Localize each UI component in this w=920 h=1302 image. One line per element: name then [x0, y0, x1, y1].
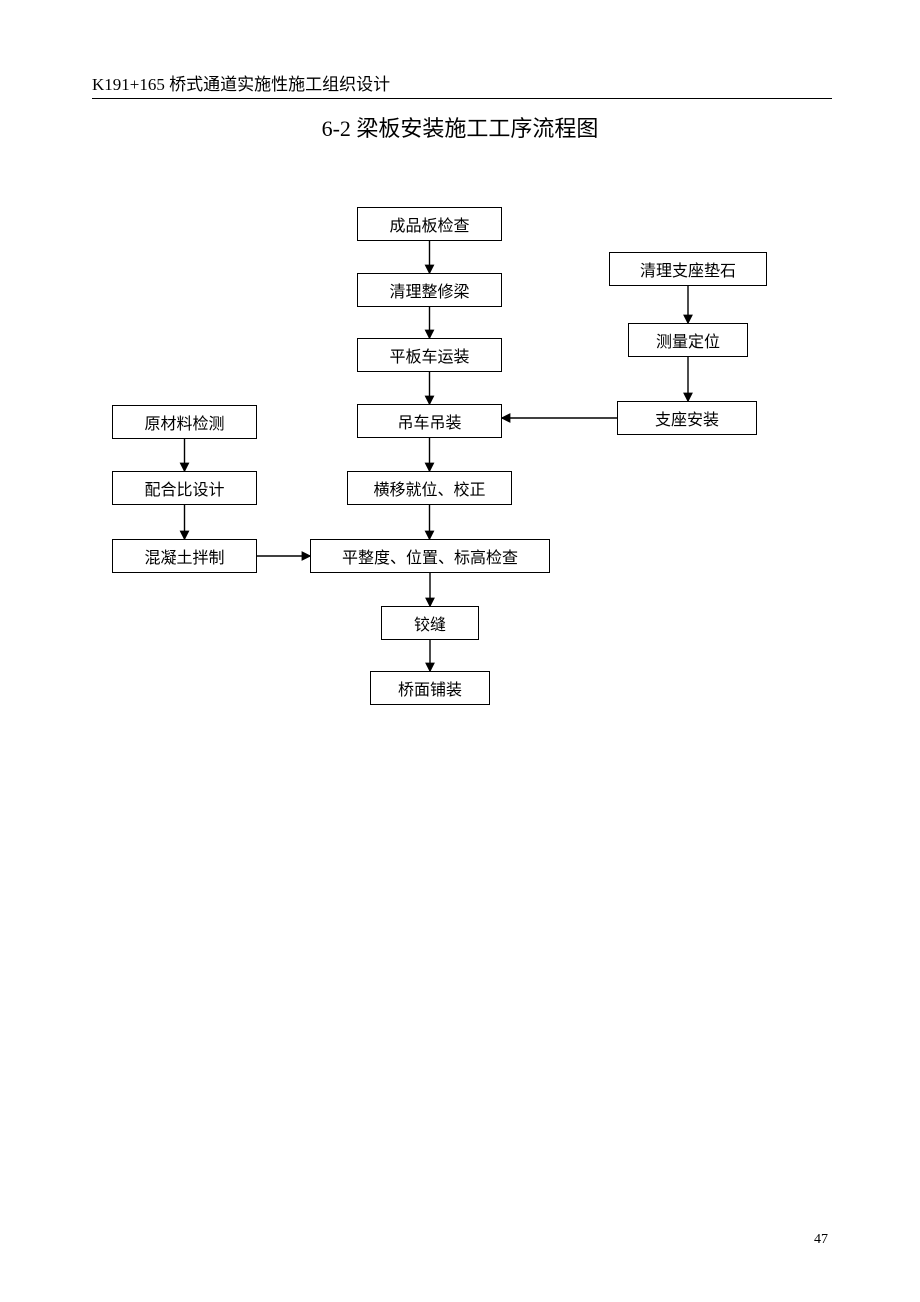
flow-node-n_inspect: 平整度、位置、标高检查: [310, 539, 550, 573]
header-text: K191+165 桥式通道实施性施工组织设计: [92, 70, 832, 95]
page-number: 47: [814, 1232, 828, 1248]
flowchart-container: 成品板检查清理整修梁平板车运装吊车吊装横移就位、校正平整度、位置、标高检查铰缝桥…: [0, 190, 920, 790]
flow-node-n_crane: 吊车吊装: [357, 404, 502, 438]
flow-node-n_clean_pad: 清理支座垫石: [609, 252, 767, 286]
flow-node-n_hinge: 铰缝: [381, 606, 479, 640]
flow-node-n_flatbed: 平板车运装: [357, 338, 502, 372]
flow-node-n_mix_design: 配合比设计: [112, 471, 257, 505]
flow-node-n_clean_beam: 清理整修梁: [357, 273, 502, 307]
flow-node-n_check: 成品板检查: [357, 207, 502, 241]
flow-node-n_bearing: 支座安装: [617, 401, 757, 435]
flow-node-n_concrete: 混凝土拌制: [112, 539, 257, 573]
page-header: K191+165 桥式通道实施性施工组织设计: [92, 70, 832, 99]
page-title: 6-2 梁板安装施工工序流程图: [0, 111, 920, 143]
flow-node-n_raw: 原材料检测: [112, 405, 257, 439]
flow-node-n_deck: 桥面铺装: [370, 671, 490, 705]
flow-node-n_shift: 横移就位、校正: [347, 471, 512, 505]
flow-node-n_survey: 测量定位: [628, 323, 748, 357]
